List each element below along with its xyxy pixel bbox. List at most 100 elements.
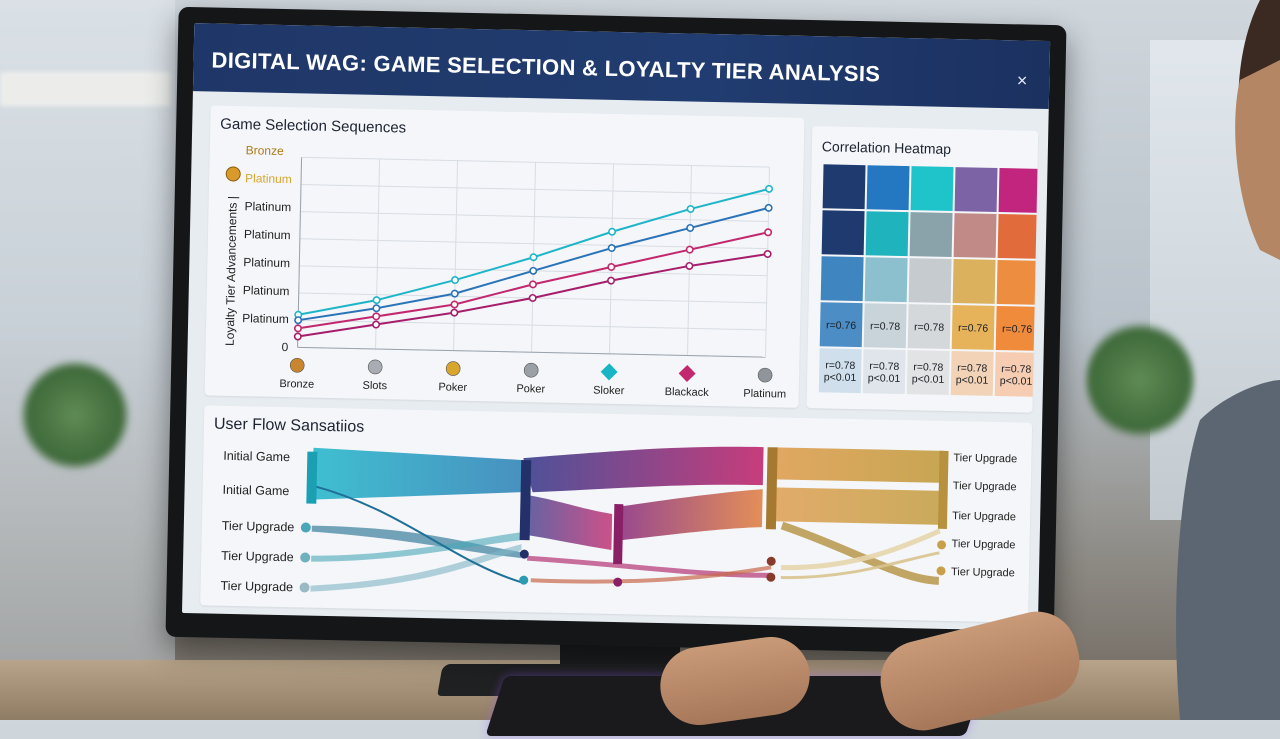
data-point[interactable] [764,228,773,237]
data-point[interactable] [608,227,617,236]
y-tier-label: Platinum [245,171,292,186]
flow-band[interactable] [781,528,941,571]
flow-node-bar[interactable] [937,450,949,529]
heatmap-cell[interactable] [822,164,866,210]
heatmap-cell[interactable] [821,210,865,256]
x-tick-label: Sloker [593,385,625,398]
flow-band[interactable] [621,486,763,543]
ceiling-light [0,72,170,106]
data-point[interactable] [450,308,459,317]
silver-medal-icon [523,362,539,378]
data-point[interactable] [607,276,616,285]
x-tick-label: Bronze [279,378,314,391]
data-point[interactable] [607,244,616,253]
flow-source-node[interactable] [300,552,311,563]
data-point[interactable] [450,300,459,309]
flow-node-bar[interactable] [519,460,532,541]
flow-band[interactable] [311,525,522,559]
flow-node-bar[interactable] [765,447,778,530]
flow-band[interactable] [780,521,940,585]
data-point[interactable] [763,250,772,259]
data-point[interactable] [372,312,381,321]
heatmap-cell[interactable] [820,256,864,302]
x-tick-label: Poker [516,383,545,396]
flow-node-bar[interactable] [306,451,318,504]
close-icon[interactable]: × [1016,70,1028,91]
heatmap-cell[interactable] [994,351,1038,397]
flow-band[interactable] [780,550,940,581]
data-point[interactable] [451,276,460,285]
heatmap-cell[interactable] [862,349,906,395]
heatmap-cell[interactable] [866,165,910,211]
grid-line-vertical [687,165,692,356]
heatmap-cell[interactable] [951,305,995,350]
flow-band[interactable] [772,447,944,483]
data-point[interactable] [529,253,538,262]
flow-band[interactable] [312,447,524,504]
data-point[interactable] [450,289,459,298]
data-point[interactable] [764,203,773,212]
heatmap-cell[interactable] [818,348,862,394]
bronze-medal-icon [289,358,305,373]
heatmap-cell[interactable] [863,303,907,349]
data-point[interactable] [686,223,695,232]
heatmap-cell[interactable] [910,166,954,212]
heatmap-cell[interactable] [950,351,994,396]
flow-node-dot[interactable] [519,575,529,585]
data-point[interactable] [528,293,537,302]
x-tick-label: Platinum [743,388,786,401]
data-point[interactable] [293,332,302,341]
flow-band[interactable] [521,494,613,550]
flow-band[interactable] [527,555,771,578]
heatmap-cell-label: p<0.01 [824,371,857,384]
heatmap-cell[interactable] [998,167,1039,213]
heatmap-cell[interactable] [953,213,997,258]
flow-node-bar[interactable] [613,504,624,565]
heatmap-cell[interactable] [906,350,950,395]
flow-band[interactable] [772,487,943,525]
heatmap-cell-label: p<0.01 [1000,375,1033,388]
heatmap-cell[interactable] [952,259,996,304]
data-point[interactable] [685,245,694,254]
flow-node-dot[interactable] [519,549,529,559]
plant-left [20,360,130,470]
heatmap-cell[interactable] [908,258,952,304]
data-point[interactable] [372,304,381,313]
title-bar: DIGITAL WAG: GAME SELECTION & LOYALTY TI… [192,23,1051,110]
heatmap-cell-label: r=0.76 [958,322,988,335]
data-point[interactable] [685,261,694,270]
heatmap-cell[interactable] [995,305,1039,351]
flow-node-dot[interactable] [613,577,623,587]
heatmap-cell[interactable] [864,257,908,303]
data-point[interactable] [529,266,538,275]
data-point[interactable] [294,316,303,325]
gold-medal-icon [225,166,241,182]
x-tick-label: Slots [362,380,387,393]
flow-source-node[interactable] [300,522,311,533]
heatmap-cell[interactable] [865,211,909,257]
heatmap-cell[interactable] [954,167,998,212]
flow-band[interactable] [311,528,522,566]
data-point[interactable] [765,184,774,193]
flow-node-dot[interactable] [766,556,776,566]
flow-source-node[interactable] [299,582,310,593]
heatmap-cell[interactable] [907,304,951,349]
data-point[interactable] [686,204,695,213]
heatmap-cell[interactable] [996,259,1039,305]
heatmap-cell[interactable] [997,213,1039,259]
data-point[interactable] [293,324,302,333]
data-point[interactable] [607,263,616,272]
data-point[interactable] [528,280,537,289]
heatmap-cell-label: p<0.01 [956,374,989,387]
background-window-left [0,0,175,660]
flow-node-dot[interactable] [937,540,947,550]
flow-band[interactable] [310,540,522,596]
flow-node-dot[interactable] [936,566,946,576]
heatmap-cell[interactable] [909,212,953,258]
flow-node-dot[interactable] [766,572,776,582]
data-point[interactable] [372,320,381,329]
heatmap-cell[interactable] [819,302,863,348]
data-point[interactable] [372,296,381,305]
flow-band[interactable] [523,442,764,497]
flow-band[interactable] [530,562,772,585]
